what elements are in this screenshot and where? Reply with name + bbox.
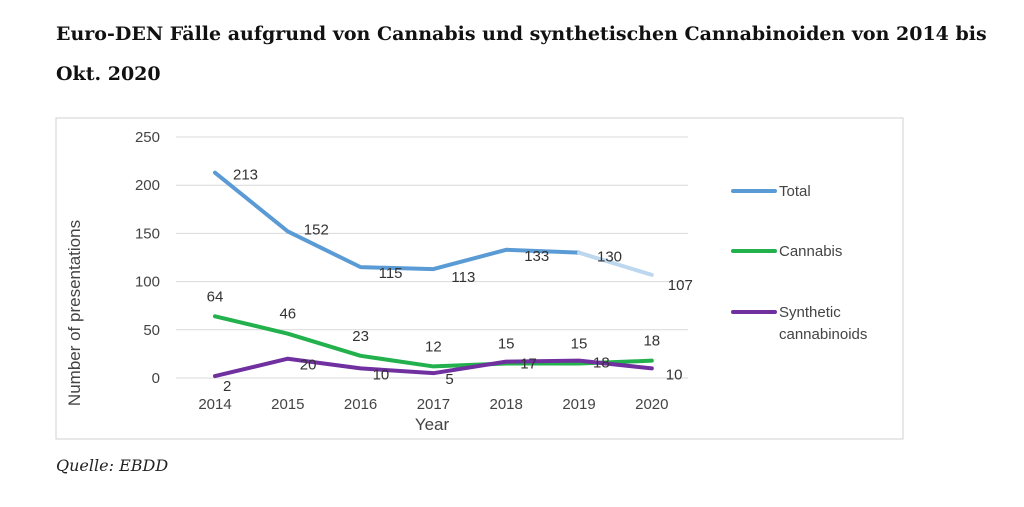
y-tick-label: 200 — [135, 177, 160, 194]
x-tick-label: 2014 — [198, 396, 231, 413]
legend-label-total: Total — [779, 183, 811, 200]
x-tick-label: 2015 — [271, 396, 304, 413]
data-label-total: 113 — [451, 269, 475, 286]
series-line-cannabis — [213, 314, 654, 369]
data-label-synthetic-cannabinoids: 10 — [373, 366, 390, 383]
data-label-synthetic-cannabinoids: 17 — [520, 356, 537, 373]
gridlines — [176, 136, 688, 379]
legend-label-cannabis: Cannabis — [779, 243, 842, 260]
source-note: Quelle: EBDD — [56, 456, 169, 475]
data-label-total: 115 — [379, 265, 403, 282]
data-label-cannabis: 12 — [425, 338, 442, 355]
x-axis-title: Year — [415, 415, 450, 434]
y-tick-label: 50 — [143, 322, 160, 339]
series-line-total — [213, 170, 581, 272]
x-tick-label: 2019 — [562, 396, 595, 413]
y-axis-title: Number of presentations — [65, 220, 84, 406]
x-tick-label: 2018 — [490, 396, 523, 413]
x-tick-label: 2016 — [344, 396, 377, 413]
y-tick-label: 0 — [152, 370, 160, 387]
legend-label-synthetic-cannabinoids: Synthetic — [779, 304, 841, 321]
data-label-total: 213 — [233, 167, 258, 184]
data-label-total: 133 — [524, 248, 549, 265]
data-label-synthetic-cannabinoids: 18 — [593, 355, 610, 372]
data-label-synthetic-cannabinoids: 10 — [666, 366, 683, 383]
y-tick-label: 250 — [135, 129, 160, 146]
data-label-cannabis: 46 — [279, 306, 296, 323]
x-tick-label: 2020 — [635, 396, 668, 413]
data-labels: 213 152 115 113 133 130 107 64 46 23 12 15 15 18 2 20 10… — [207, 167, 693, 395]
data-label-total: 152 — [304, 221, 329, 238]
data-label-synthetic-cannabinoids: 5 — [445, 371, 453, 388]
data-label-synthetic-cannabinoids: 2 — [223, 378, 231, 395]
data-label-cannabis: 15 — [498, 336, 515, 353]
y-tick-label: 100 — [135, 274, 160, 291]
data-label-total: 107 — [668, 277, 693, 294]
x-axis-ticks: 2014 2015 2016 2017 2018 2019 2020 — [198, 396, 668, 413]
series-line-total-segment — [577, 250, 654, 277]
legend-label-synthetic-cannabinoids: cannabinoids — [779, 326, 867, 343]
y-tick-label: 150 — [135, 225, 160, 242]
data-label-cannabis: 64 — [207, 288, 224, 305]
x-tick-label: 2017 — [417, 396, 450, 413]
chart-frame — [55, 117, 904, 440]
series-lines — [213, 170, 654, 379]
legend: Total Cannabis Synthetic cannabinoids — [731, 183, 867, 343]
data-label-cannabis: 15 — [571, 336, 588, 353]
y-axis-ticks: 0 50 100 150 200 250 — [135, 129, 160, 387]
data-label-total: 130 — [597, 249, 622, 266]
data-label-cannabis: 23 — [352, 328, 369, 345]
data-label-synthetic-cannabinoids: 20 — [300, 357, 317, 374]
series-line-synthetic-cannabinoids — [213, 356, 654, 379]
page-title: Euro-DEN Fälle aufgrund von Cannabis und… — [56, 23, 987, 85]
data-label-cannabis: 18 — [643, 333, 660, 350]
